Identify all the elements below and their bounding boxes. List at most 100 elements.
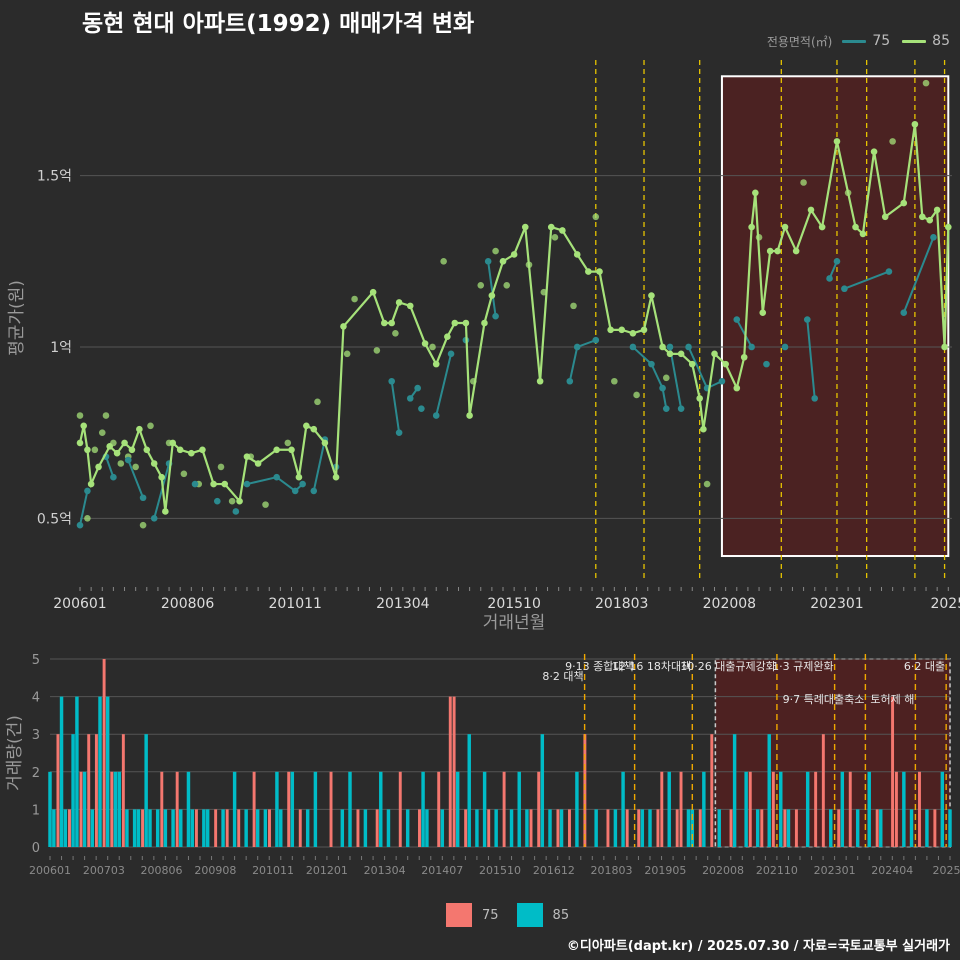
bar-85 (744, 771, 748, 847)
scatter-point-85 (662, 374, 670, 382)
bar-75 (329, 771, 333, 847)
legend-75-line-icon (842, 39, 867, 43)
bar-85 (686, 809, 691, 847)
bar-85 (405, 809, 410, 847)
bar-75 (418, 809, 421, 847)
bar-75 (56, 734, 60, 847)
series-85-point (406, 302, 414, 310)
series-85-point (188, 449, 195, 457)
bar-85 (363, 809, 368, 847)
bottom-legend: 75 85 (446, 902, 577, 928)
bar-85 (805, 771, 810, 847)
scatter-point-85 (429, 343, 436, 351)
bar-85 (75, 696, 79, 847)
y-tick-label: 1.5억 (37, 169, 72, 185)
bar-85 (98, 696, 102, 847)
bar-85 (244, 809, 248, 847)
series-85-point (136, 425, 143, 433)
series-75-point (484, 258, 492, 265)
series-85-point (585, 268, 592, 275)
series-75-line (127, 459, 145, 499)
bar-85 (63, 809, 68, 847)
bar-85 (455, 771, 460, 847)
series-85-point (536, 377, 544, 385)
series-85-point (466, 412, 473, 419)
bar-x-tick-label: 201510 (479, 864, 521, 877)
series-85-point (210, 480, 217, 488)
bar-75 (502, 771, 506, 847)
scatter-point-85 (503, 282, 511, 289)
series-85-point (444, 333, 451, 341)
bar-85 (540, 734, 545, 847)
scatter-point-85 (440, 258, 447, 265)
bar-75 (225, 809, 229, 847)
series-85-point (303, 422, 310, 430)
bar-75 (252, 771, 256, 847)
series-85-point (833, 138, 841, 145)
series-85-point (941, 343, 948, 351)
series-75-line (902, 236, 935, 314)
series-85-point (807, 206, 815, 214)
bar-85 (171, 809, 175, 847)
series-85-point (481, 319, 488, 327)
series-75-line (632, 346, 668, 409)
series-85-point (128, 446, 136, 454)
bar-85 (186, 771, 191, 847)
series-75-point (418, 405, 425, 412)
series-85-point (559, 227, 566, 234)
series-85-point (76, 439, 84, 447)
bar-85 (132, 809, 137, 847)
series-75-point (139, 494, 147, 502)
bar-85 (855, 809, 860, 847)
scatter-point-85 (284, 439, 292, 447)
series-85-point (451, 319, 459, 327)
bar-85 (829, 809, 833, 847)
series-85-point (933, 206, 941, 214)
series-85-point (859, 230, 867, 238)
series-75-line (79, 490, 89, 526)
bar-75 (814, 771, 818, 847)
series-75-line (735, 319, 753, 348)
bar-85 (925, 809, 929, 847)
y-axis-title: 평균가(원) (7, 280, 27, 356)
scatter-point-85 (228, 497, 236, 505)
bar-85 (667, 771, 671, 847)
bar-75 (537, 771, 541, 847)
bar-85 (205, 809, 210, 847)
bar-75 (583, 734, 587, 847)
bar-x-tick-label: 200601 (29, 864, 71, 877)
bar-75 (637, 809, 641, 847)
series-85-point (677, 350, 685, 358)
bar-75 (464, 809, 468, 847)
bar-75 (837, 809, 841, 847)
bar-85 (179, 809, 183, 847)
bar-85 (232, 771, 237, 847)
series-75-line (246, 476, 304, 493)
x-tick-label: 201011 (268, 596, 321, 612)
series-85-point (95, 463, 102, 471)
series-85-point (696, 395, 703, 402)
bar-85 (786, 809, 791, 847)
x-tick-label: 201803 (595, 596, 648, 612)
series-75-point (395, 429, 403, 436)
bar-85 (59, 696, 64, 847)
bar-85 (548, 809, 552, 847)
bar-75 (875, 809, 879, 847)
series-75-point (685, 343, 692, 351)
bar-85 (48, 771, 52, 847)
series-75-point (930, 234, 937, 241)
bar-x-tick-label: 201803 (591, 864, 633, 877)
top-legend: 전용면적(㎡) 75 85 (767, 30, 950, 52)
bar-x-tick-label: 200703 (83, 864, 125, 877)
bar-75 (437, 771, 441, 847)
bar-85 (840, 771, 845, 847)
bar-85 (509, 809, 514, 847)
series-85-point (521, 223, 529, 231)
series-75-point (666, 343, 674, 351)
bar-85 (767, 734, 771, 847)
scatter-point-85 (477, 282, 485, 289)
bar-75 (660, 771, 664, 847)
bar-85 (425, 809, 429, 847)
bar-75 (175, 771, 179, 847)
